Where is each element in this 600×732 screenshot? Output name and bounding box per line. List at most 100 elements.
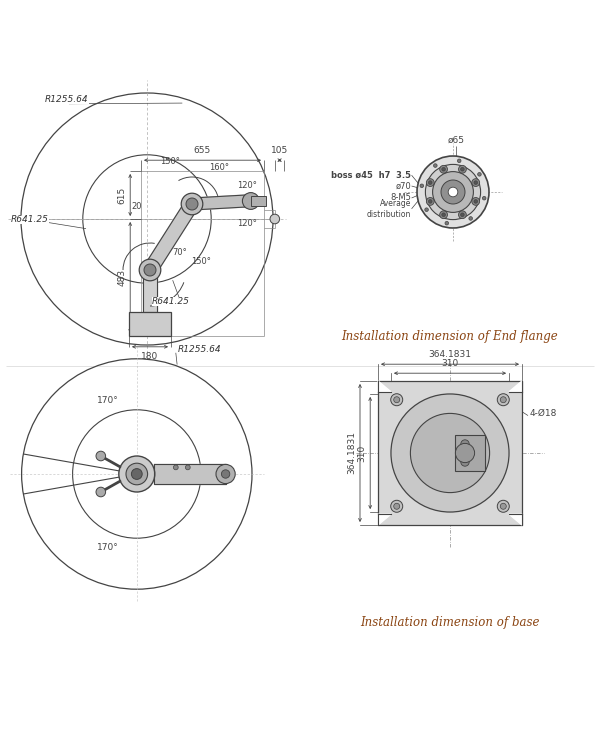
Circle shape: [434, 164, 437, 168]
Circle shape: [461, 168, 464, 171]
Text: R1255.64: R1255.64: [45, 95, 89, 104]
Circle shape: [221, 470, 230, 478]
Text: 310: 310: [358, 444, 367, 462]
Circle shape: [441, 180, 465, 204]
Circle shape: [417, 156, 489, 228]
Circle shape: [420, 184, 424, 187]
Polygon shape: [143, 270, 157, 312]
Polygon shape: [378, 381, 391, 392]
Polygon shape: [378, 514, 391, 525]
Circle shape: [425, 165, 481, 220]
Circle shape: [410, 414, 490, 493]
Text: 655: 655: [194, 146, 211, 155]
Text: Installation dimension of End flange: Installation dimension of End flange: [341, 330, 559, 343]
Circle shape: [427, 198, 434, 205]
Circle shape: [139, 259, 161, 281]
Circle shape: [458, 211, 466, 219]
Circle shape: [500, 397, 506, 403]
Circle shape: [433, 171, 473, 212]
Circle shape: [458, 165, 466, 173]
Circle shape: [216, 464, 235, 484]
Text: 120°: 120°: [237, 220, 257, 228]
Circle shape: [119, 456, 155, 492]
Text: 120°: 120°: [237, 182, 257, 190]
Text: 70°: 70°: [173, 247, 187, 256]
Text: 105: 105: [271, 146, 288, 155]
Circle shape: [391, 500, 403, 512]
Circle shape: [472, 198, 479, 205]
Circle shape: [448, 187, 458, 197]
Circle shape: [186, 198, 198, 210]
Polygon shape: [154, 464, 226, 484]
Text: 483: 483: [118, 269, 127, 286]
Circle shape: [425, 208, 428, 212]
Bar: [378, 381, 522, 525]
Circle shape: [482, 196, 486, 200]
Circle shape: [181, 193, 203, 214]
Circle shape: [461, 213, 464, 217]
Text: ø70: ø70: [395, 182, 411, 190]
Circle shape: [270, 214, 280, 224]
Text: 310: 310: [442, 359, 458, 368]
Circle shape: [442, 168, 445, 171]
Text: 170°: 170°: [97, 543, 119, 552]
Circle shape: [461, 440, 469, 448]
Circle shape: [428, 181, 432, 184]
Polygon shape: [144, 200, 198, 274]
Text: 615: 615: [118, 187, 127, 203]
Text: Installation dimension of base: Installation dimension of base: [360, 616, 540, 629]
Text: 180: 180: [142, 351, 158, 361]
Circle shape: [126, 463, 148, 485]
Circle shape: [440, 211, 448, 219]
Circle shape: [391, 394, 403, 406]
Circle shape: [445, 221, 449, 225]
Text: 364.1831: 364.1831: [428, 351, 472, 359]
Text: Average
distribution: Average distribution: [367, 199, 411, 218]
Text: R641.25: R641.25: [11, 215, 49, 224]
Circle shape: [185, 465, 190, 470]
Circle shape: [478, 173, 481, 176]
Circle shape: [461, 449, 469, 458]
Circle shape: [394, 397, 400, 403]
Circle shape: [440, 165, 448, 173]
Polygon shape: [192, 195, 246, 210]
Circle shape: [242, 193, 259, 209]
Circle shape: [497, 500, 509, 512]
Text: 170°: 170°: [97, 396, 119, 405]
Text: boss ø45  h7  3.5: boss ø45 h7 3.5: [331, 171, 411, 179]
Polygon shape: [509, 381, 522, 392]
Text: 8-M5: 8-M5: [390, 193, 411, 203]
Circle shape: [442, 213, 445, 217]
Bar: [251, 196, 266, 206]
Circle shape: [96, 451, 106, 461]
Text: 20: 20: [131, 202, 142, 212]
Circle shape: [144, 264, 156, 276]
Circle shape: [394, 504, 400, 509]
Text: 364.1831: 364.1831: [347, 431, 356, 474]
Circle shape: [461, 458, 469, 466]
Circle shape: [96, 488, 106, 497]
Circle shape: [455, 444, 475, 463]
Circle shape: [427, 179, 434, 187]
Circle shape: [474, 181, 478, 184]
Circle shape: [497, 394, 509, 406]
Polygon shape: [509, 514, 522, 525]
Text: 4-Ø18: 4-Ø18: [529, 409, 557, 418]
Circle shape: [131, 468, 142, 479]
Circle shape: [474, 200, 478, 203]
Text: 160°: 160°: [209, 163, 229, 173]
Circle shape: [457, 159, 461, 163]
Text: 150°: 150°: [160, 157, 180, 166]
Text: 150°: 150°: [191, 256, 211, 266]
Circle shape: [173, 465, 178, 470]
Circle shape: [472, 179, 479, 187]
Circle shape: [391, 394, 509, 512]
Circle shape: [469, 217, 472, 220]
Bar: [455, 435, 485, 471]
Bar: [129, 312, 171, 336]
Text: R641.25: R641.25: [152, 297, 190, 306]
Text: R1255.64: R1255.64: [178, 345, 221, 354]
Text: ø65: ø65: [448, 136, 464, 145]
Circle shape: [500, 504, 506, 509]
Circle shape: [428, 200, 432, 203]
